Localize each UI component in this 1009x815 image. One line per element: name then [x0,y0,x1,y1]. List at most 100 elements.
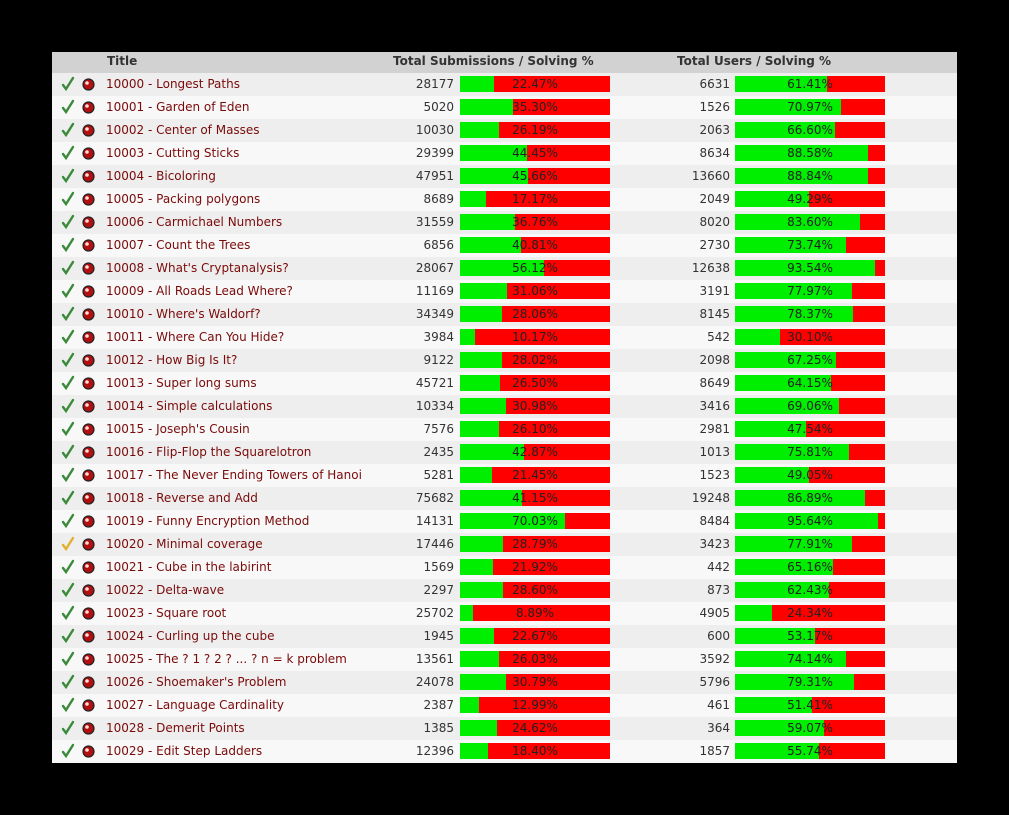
problem-icon[interactable] [82,515,95,528]
problem-icon[interactable] [82,285,95,298]
problem-title-link[interactable]: 10015 - Joseph's Cousin [106,422,250,436]
problem-icon[interactable] [82,78,95,91]
solving-percent: 79.31% [787,675,833,689]
problem-title-link[interactable]: 10007 - Count the Trees [106,238,251,252]
problem-icon[interactable] [82,262,95,275]
problem-title-link[interactable]: 10002 - Center of Masses [106,123,260,137]
problem-title-link[interactable]: 10020 - Minimal coverage [106,537,263,551]
solving-percent: 8.89% [515,606,555,620]
problem-icon[interactable] [82,147,95,160]
table-row: 10008 - What's Cryptanalysis? 28067 56.12%… [52,257,957,280]
header-submissions[interactable]: Total Submissions / Solving % [393,54,594,68]
problem-icon[interactable] [82,699,95,712]
problem-title-link[interactable]: 10023 - Square root [106,606,227,620]
problem-title-link[interactable]: 10025 - The ? 1 ? 2 ? ... ? n = k proble… [106,652,347,666]
solved-check-icon [61,421,75,437]
problem-title-link[interactable]: 10013 - Super long sums [106,376,257,390]
solving-fill [460,122,500,138]
problem-title-link[interactable]: 10010 - Where's Waldorf? [106,307,261,321]
solving-fill [735,536,852,552]
problem-icon[interactable] [82,676,95,689]
total-submissions: 25702 [415,606,454,620]
problem-icon[interactable] [82,423,95,436]
total-submissions: 45721 [415,376,454,390]
total-users: 5796 [699,675,730,689]
problem-title-link[interactable]: 10021 - Cube in the labirint [106,560,272,574]
solving-percent: 26.50% [512,376,558,390]
problem-icon[interactable] [82,745,95,758]
total-submissions: 14131 [415,514,454,528]
total-users: 8145 [699,307,730,321]
problem-icon[interactable] [82,538,95,551]
problem-title-link[interactable]: 10017 - The Never Ending Towers of Hanoi [106,468,362,482]
problem-title-link[interactable]: 10028 - Demerit Points [106,721,245,735]
user-solving-bar: 70.97% [735,99,885,115]
solved-check-icon [61,375,75,391]
problem-title-link[interactable]: 10003 - Cutting Sticks [106,146,240,160]
problem-title-link[interactable]: 10022 - Delta-wave [106,583,225,597]
problem-icon[interactable] [82,193,95,206]
problem-icon[interactable] [82,561,95,574]
total-users: 2049 [699,192,730,206]
problem-title-link[interactable]: 10001 - Garden of Eden [106,100,250,114]
solving-percent: 28.02% [512,353,558,367]
total-users: 6631 [699,77,730,91]
solving-fill [460,329,476,345]
solved-check-icon [61,444,75,460]
solving-fill [460,375,500,391]
problem-icon[interactable] [82,354,95,367]
problem-title-link[interactable]: 10027 - Language Cardinality [106,698,285,712]
problem-icon[interactable] [82,722,95,735]
solving-percent: 30.98% [512,399,558,413]
user-solving-bar: 78.37% [735,306,885,322]
header-users[interactable]: Total Users / Solving % [677,54,832,68]
problem-icon[interactable] [82,653,95,666]
solving-fill [460,697,480,713]
problem-icon[interactable] [82,584,95,597]
problem-icon[interactable] [82,239,95,252]
problem-title-link[interactable]: 10009 - All Roads Lead Where? [106,284,293,298]
problem-title-link[interactable]: 10014 - Simple calculations [106,399,273,413]
total-submissions: 1385 [423,721,454,735]
total-users: 364 [707,721,730,735]
problem-icon[interactable] [82,630,95,643]
problem-title-link[interactable]: 10024 - Curling up the cube [106,629,275,643]
solving-fill [735,651,847,667]
solving-fill [735,398,839,414]
problem-title-link[interactable]: 10029 - Edit Step Ladders [106,744,263,758]
problem-icon[interactable] [82,101,95,114]
problem-title-link[interactable]: 10012 - How Big Is It? [106,353,238,367]
solving-fill [735,214,861,230]
table-row: 10029 - Edit Step Ladders 12396 18.40% 1857… [52,740,957,763]
problem-icon[interactable] [82,446,95,459]
problem-title-link[interactable]: 10005 - Packing polygons [106,192,261,206]
problem-icon[interactable] [82,492,95,505]
submission-solving-bar: 26.19% [460,122,610,138]
problem-icon[interactable] [82,331,95,344]
problem-icon[interactable] [82,607,95,620]
solving-percent: 66.60% [787,123,833,137]
solving-fill [460,214,516,230]
problem-icon[interactable] [82,308,95,321]
submission-solving-bar: 45.66% [460,168,610,184]
problem-icon[interactable] [82,124,95,137]
problem-icon[interactable] [82,216,95,229]
solving-percent: 35.30% [512,100,558,114]
problem-title-link[interactable]: 10019 - Funny Encryption Method [106,514,310,528]
problem-title-link[interactable]: 10004 - Bicoloring [106,169,216,183]
problem-title-link[interactable]: 10018 - Reverse and Add [106,491,258,505]
problem-title-link[interactable]: 10016 - Flip-Flop the Squarelotron [106,445,312,459]
problem-icon[interactable] [82,377,95,390]
problem-title-link[interactable]: 10008 - What's Cryptanalysis? [106,261,289,275]
submission-solving-bar: 42.87% [460,444,610,460]
solving-percent: 93.54% [787,261,833,275]
header-title[interactable]: Title [107,54,138,68]
problem-title-link[interactable]: 10006 - Carmichael Numbers [106,215,283,229]
problem-title-link[interactable]: 10026 - Shoemaker's Problem [106,675,287,689]
problem-title-link[interactable]: 10000 - Longest Paths [106,77,240,91]
total-submissions: 31559 [415,215,454,229]
problem-title-link[interactable]: 10011 - Where Can You Hide? [106,330,285,344]
problem-icon[interactable] [82,469,95,482]
problem-icon[interactable] [82,170,95,183]
problem-icon[interactable] [82,400,95,413]
